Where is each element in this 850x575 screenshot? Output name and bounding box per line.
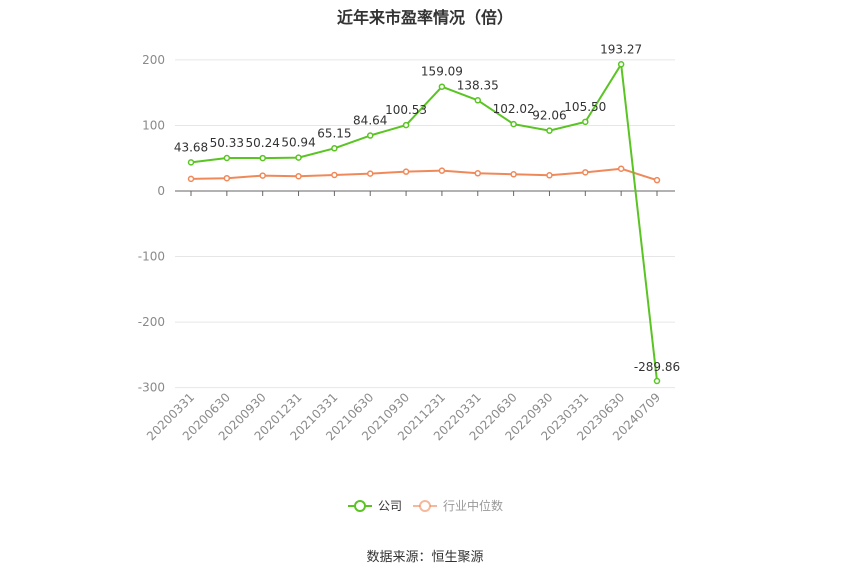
- chart-title: 近年来市盈率情况（倍）: [336, 8, 513, 27]
- data-source: 数据来源：恒生聚源: [366, 550, 484, 565]
- legend: 公司 行业中位数: [348, 498, 503, 513]
- series-lines: [187, 61, 661, 385]
- industry-median-point: [653, 176, 661, 184]
- company-point: [223, 154, 231, 162]
- company-point: [259, 154, 266, 162]
- company-data-label: 65.15: [317, 126, 351, 140]
- y-tick-label: -200: [138, 315, 165, 329]
- company-point: [331, 145, 338, 152]
- industry-median-point: [331, 171, 338, 179]
- company-point: [510, 120, 517, 128]
- industry-median-point: [617, 165, 625, 172]
- company-point: [187, 159, 195, 166]
- company-data-label: -289.86: [634, 360, 680, 374]
- industry-median-point: [474, 170, 482, 177]
- industry-median-point: [438, 167, 446, 174]
- company-data-label: 43.68: [174, 140, 208, 154]
- y-axis: 200 100 0 -100 -200 -300: [138, 53, 165, 395]
- company-point: [582, 118, 589, 126]
- x-axis: 2020033120200630202009302020123120210331…: [144, 190, 675, 443]
- company-point: [653, 377, 661, 385]
- industry-median-point: [259, 172, 266, 179]
- company-data-label: 84.64: [353, 114, 387, 128]
- y-tick-label: 200: [142, 53, 165, 67]
- industry-median-point: [582, 169, 589, 176]
- industry-median-point: [510, 171, 517, 178]
- company-data-label: 138.35: [457, 78, 499, 92]
- company-data-label: 102.02: [493, 102, 535, 116]
- company-point: [366, 132, 374, 139]
- grid-lines: [175, 59, 675, 389]
- company-data-label: 50.94: [281, 136, 315, 150]
- industry-median-point: [295, 173, 302, 180]
- company-data-label: 105.50: [564, 100, 606, 114]
- y-tick-label: 100: [142, 118, 165, 132]
- legend-industry-label: 行业中位数: [443, 498, 503, 513]
- industry-median-point: [223, 174, 231, 182]
- industry-median-point: [366, 170, 374, 177]
- company-point: [402, 121, 410, 129]
- y-tick-label: -100: [138, 250, 165, 264]
- y-tick-label: 0: [157, 184, 165, 198]
- company-point: [546, 127, 553, 134]
- company-data-label: 100.53: [385, 103, 427, 117]
- company-data-label: 92.06: [532, 109, 566, 123]
- company-point: [438, 83, 446, 90]
- legend-industry-marker-icon: [419, 500, 431, 512]
- legend-company-label: 公司: [378, 499, 402, 513]
- company-data-label: 193.27: [600, 42, 642, 56]
- legend-company-marker-icon: [354, 500, 366, 512]
- industry-median-line: [190, 167, 658, 182]
- company-data-label: 50.33: [210, 136, 244, 150]
- company-pe-line: [190, 63, 658, 382]
- company-point: [295, 154, 302, 161]
- y-tick-label: -300: [138, 381, 165, 395]
- industry-median-point: [546, 172, 553, 179]
- company-data-label: 159.09: [421, 65, 463, 79]
- industry-median-point: [402, 168, 410, 175]
- company-point: [617, 61, 625, 68]
- company-point: [474, 97, 482, 104]
- industry-median-point: [187, 175, 195, 183]
- company-data-label: 50.24: [246, 136, 280, 150]
